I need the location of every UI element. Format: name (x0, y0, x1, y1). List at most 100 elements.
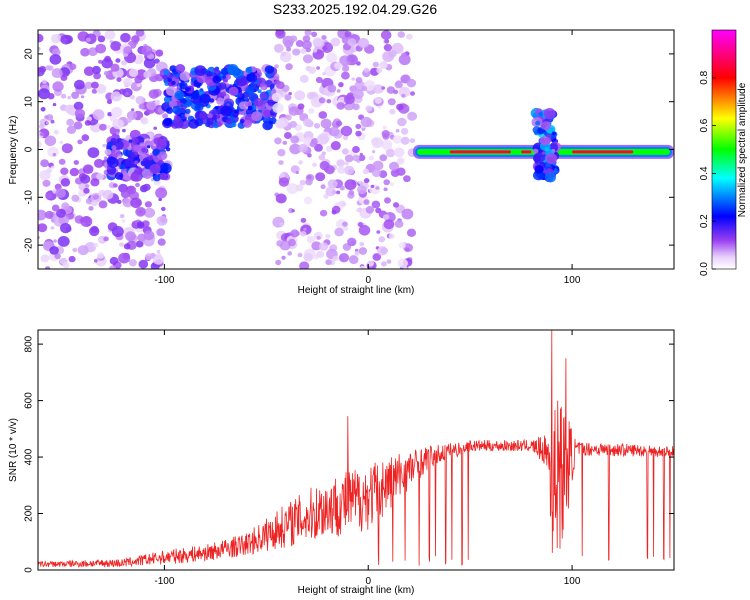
heatmap-blob (98, 200, 108, 209)
heatmap-blob (51, 204, 60, 212)
heatmap-blob (357, 222, 364, 227)
heatmap-blob (538, 112, 544, 117)
heatmap-blob (232, 83, 237, 88)
heatmap-blob (127, 146, 132, 151)
heatmap-blob (62, 262, 70, 269)
heatmap-blob (314, 143, 323, 152)
heatmap-blob (406, 78, 417, 88)
heatmap-blob (377, 246, 388, 256)
heatmap-blob (194, 65, 207, 76)
heatmap-blob (541, 151, 546, 155)
heatmap-blob (544, 172, 557, 183)
heatmap-blob (330, 37, 341, 47)
heatmap-blob (375, 186, 380, 190)
heatmap-blob (45, 121, 50, 125)
heatmap-blob (128, 139, 133, 143)
heatmap-blob (80, 47, 90, 57)
heatmap-blob (316, 235, 321, 240)
heatmap-blob (72, 247, 78, 253)
heatmap-blob (409, 138, 416, 144)
heatmap-blob (212, 75, 222, 84)
heatmap-blob (384, 39, 390, 44)
heatmap-blob (400, 136, 410, 145)
heatmap-blob (56, 208, 66, 218)
heatmap-blob (67, 95, 71, 100)
x-tick-label: 100 (564, 275, 581, 286)
heatmap-blob (153, 126, 157, 130)
heatmap-blob (38, 223, 48, 233)
heatmap-blob (162, 74, 168, 80)
heatmap-blob (129, 95, 135, 100)
heatmap-blob (303, 227, 307, 231)
heatmap-blob (51, 33, 62, 44)
heatmap-blob (282, 177, 288, 182)
heatmap-blob (238, 94, 242, 98)
heatmap-blob (365, 206, 375, 214)
heatmap-blob (341, 148, 349, 155)
x-tick-label: 100 (564, 576, 581, 587)
heatmap-blob (110, 91, 122, 102)
heatmap-blob (316, 250, 325, 258)
heatmap-blob (171, 80, 176, 85)
heatmap-blob (385, 149, 396, 158)
heatmap-blob (400, 127, 409, 135)
heatmap-blob (40, 254, 50, 263)
heatmap-blob (122, 198, 133, 208)
heatmap-blob (371, 168, 381, 178)
heatmap-blob (360, 116, 372, 128)
heatmap-blob (135, 240, 144, 248)
heatmap-blob (162, 113, 169, 119)
heatmap-blob (279, 173, 286, 179)
heatmap-blob (383, 219, 395, 230)
heatmap-blob (274, 137, 282, 145)
heatmap-blob (115, 131, 120, 135)
heatmap-blob (143, 70, 152, 79)
heatmap-blob (124, 157, 135, 167)
heatmap-blob (93, 158, 104, 168)
heatmap-blob (173, 115, 181, 123)
heatmap-blob (83, 187, 90, 194)
heatmap-blob (106, 125, 111, 129)
y-tick-label: -20 (24, 237, 35, 252)
heatmap-blob (407, 111, 418, 121)
heatmap-blob (42, 179, 51, 187)
heatmap-blob (361, 127, 366, 131)
heatmap-blob (383, 179, 391, 186)
heatmap-blob (305, 178, 313, 186)
heatmap-blob (314, 123, 321, 129)
heatmap-blob (215, 114, 220, 119)
heatmap-blob (371, 200, 381, 209)
heatmap-blob (50, 119, 55, 124)
heatmap-blob (365, 105, 373, 112)
heatmap-blob (275, 193, 287, 204)
heatmap-blob (396, 167, 406, 176)
heatmap-blob (306, 175, 312, 180)
heatmap-blob (110, 107, 123, 118)
heatmap-blob (406, 228, 417, 237)
heatmap-blob (322, 72, 326, 76)
heatmap-blob (156, 249, 161, 254)
heatmap-blob (99, 123, 107, 131)
heatmap-blob (273, 43, 284, 53)
heatmap-blob (74, 108, 86, 119)
heatmap-blob (185, 108, 191, 114)
heatmap-blob (138, 259, 149, 269)
heatmap-blob (267, 99, 275, 107)
heatmap-blob (120, 189, 131, 199)
heatmap-blob (550, 142, 558, 150)
heatmap-blob (545, 153, 558, 164)
heatmap-blob (44, 210, 54, 219)
heatmap-blob (66, 118, 75, 126)
heatmap-blob (166, 107, 173, 114)
heatmap-blob (143, 207, 156, 218)
heatmap-blob (152, 148, 160, 156)
heatmap-blob (260, 92, 268, 99)
heatmap-blob (88, 206, 94, 211)
heatmap-blob (107, 157, 119, 168)
heatmap-blob (263, 109, 272, 118)
heatmap-blob (119, 164, 126, 170)
heatmap-blob (175, 64, 186, 73)
heatmap-blob (112, 118, 124, 130)
heatmap-blob (123, 46, 133, 55)
